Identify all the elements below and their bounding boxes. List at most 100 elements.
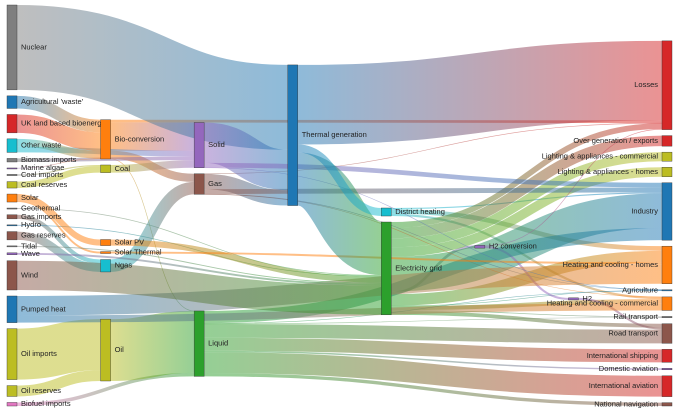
link [391, 135, 663, 239]
node [193, 173, 205, 195]
node [6, 207, 18, 210]
node [661, 323, 673, 344]
node-label: Thermal generation [302, 130, 367, 139]
node-label: Solid [208, 140, 225, 149]
link [16, 370, 101, 397]
link [204, 193, 663, 291]
node [661, 289, 673, 292]
node [193, 122, 205, 168]
link [204, 352, 663, 397]
node-label: District heating [395, 207, 445, 216]
node [100, 119, 111, 160]
link [204, 162, 663, 188]
link [16, 164, 101, 176]
link [110, 311, 195, 381]
node-label: Agriculture [622, 285, 658, 294]
link [16, 372, 195, 407]
node-label: Gas [208, 179, 222, 188]
node-label: UK land based bioenergy [21, 119, 105, 128]
node-label: H2 [582, 294, 592, 303]
node-label: Lighting & appliances - homes [558, 167, 659, 176]
node-label: Hydro [21, 220, 41, 229]
node [6, 174, 18, 176]
link [110, 160, 195, 173]
node [661, 182, 673, 241]
node-label: Bio-conversion [115, 134, 165, 143]
node [6, 295, 18, 323]
link [484, 128, 663, 247]
node-label: Nuclear [21, 42, 47, 51]
node-label: Industry [631, 206, 658, 215]
link [204, 350, 663, 370]
node-label: Heating and cooling - commercial [547, 299, 659, 308]
node-label: Rail transport [613, 312, 659, 321]
node [100, 259, 111, 273]
node [6, 402, 18, 407]
link [16, 4, 289, 150]
node [661, 296, 673, 311]
link [16, 194, 101, 246]
node [661, 368, 673, 371]
node [6, 252, 18, 255]
node-label: Road transport [608, 328, 659, 337]
node [6, 260, 18, 291]
node-label: Lighting & appliances - commercial [542, 152, 659, 161]
node-label: Geothermal [21, 203, 61, 212]
link [16, 260, 382, 315]
link [391, 123, 663, 228]
node [381, 207, 392, 217]
link [16, 166, 101, 189]
node-label: Liquid [208, 339, 228, 348]
node [661, 167, 673, 177]
link [391, 152, 663, 248]
node [661, 402, 673, 407]
node-label: Solar PV [115, 238, 145, 247]
node-label: Oil imports [21, 349, 57, 358]
node [6, 167, 18, 170]
node [6, 328, 18, 380]
node [661, 151, 673, 162]
node [661, 349, 673, 363]
node-label: Marine algae [21, 163, 64, 172]
node [6, 181, 18, 189]
links [16, 4, 663, 407]
node [661, 135, 673, 147]
node [6, 4, 18, 91]
node [381, 221, 392, 316]
node-label: Agricultural 'waste' [21, 97, 84, 106]
link [16, 114, 101, 151]
link [16, 156, 195, 162]
link [109, 181, 195, 272]
node [661, 375, 673, 397]
link [578, 297, 663, 330]
link [16, 200, 101, 254]
node [100, 251, 111, 254]
node [100, 164, 111, 173]
node [6, 214, 18, 220]
node-label: Other waste [21, 141, 61, 150]
link [297, 40, 663, 145]
node-label: National navigation [594, 399, 658, 408]
node-label: Biofuel imports [21, 399, 71, 408]
node [6, 138, 18, 153]
node-label: Wind [21, 270, 38, 279]
node-label: International shipping [587, 351, 658, 360]
node-label: Solar [21, 193, 39, 202]
link [16, 95, 101, 133]
node [6, 385, 18, 397]
node [6, 231, 18, 241]
node [193, 310, 205, 377]
link [391, 311, 663, 328]
node-label: Coal [115, 164, 131, 173]
link [16, 138, 101, 159]
node [6, 114, 18, 134]
node [6, 224, 18, 227]
node-label: Oil reserves [21, 386, 61, 395]
node [100, 239, 111, 246]
link [294, 152, 385, 276]
node [6, 158, 18, 163]
link [204, 337, 663, 363]
node [100, 318, 111, 382]
node [661, 245, 673, 284]
